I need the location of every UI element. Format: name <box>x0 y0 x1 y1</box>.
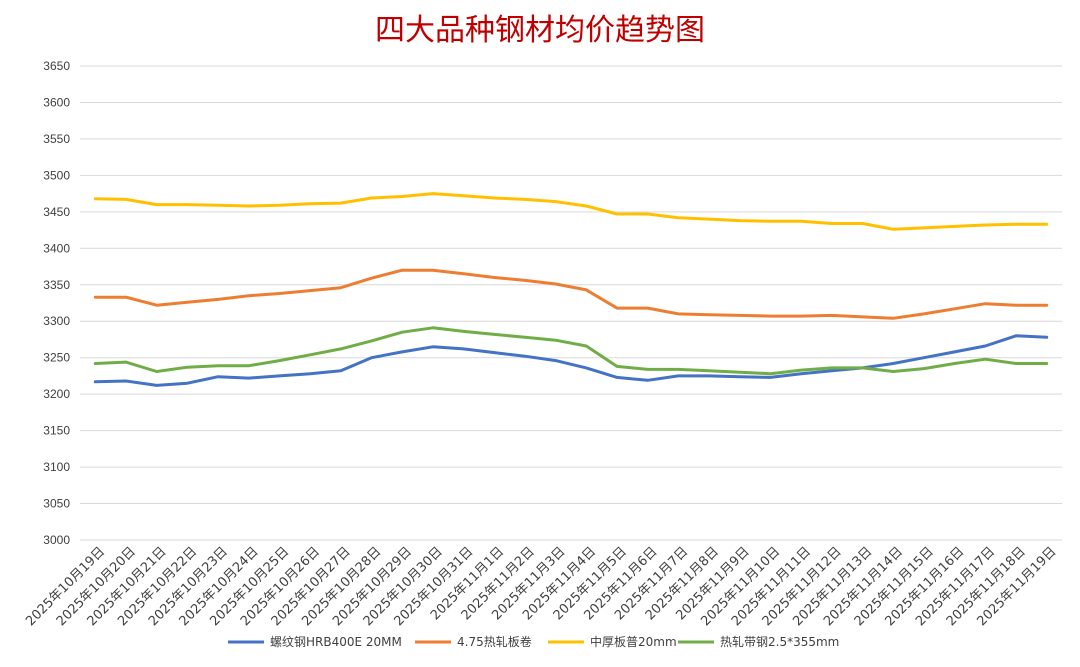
series-line-1 <box>93 334 1049 387</box>
y-tick-label: 3200 <box>43 387 70 401</box>
legend-label: 螺纹钢HRB400E 20MM <box>270 635 402 649</box>
series-line-3 <box>93 192 1049 231</box>
y-tick-label: 3000 <box>43 533 70 547</box>
x-axis-ticks: 2025年10月19日2025年10月20日2025年10月21日2025年10… <box>23 544 1059 629</box>
y-tick-label: 3250 <box>43 351 70 365</box>
series-line-2 <box>93 268 1049 320</box>
y-tick-label: 3100 <box>43 460 70 474</box>
y-tick-label: 3150 <box>43 424 70 438</box>
grid-lines <box>80 65 1062 541</box>
y-tick-label: 3300 <box>43 314 70 328</box>
y-tick-label: 3600 <box>43 95 70 109</box>
series-line-4 <box>93 326 1049 376</box>
y-tick-label: 3400 <box>43 241 70 255</box>
legend-label: 热轧带钢2.5*355mm <box>720 635 839 649</box>
y-tick-label: 3550 <box>43 132 70 146</box>
legend-label: 中厚板普20mm <box>590 634 677 649</box>
y-tick-label: 3050 <box>43 497 70 511</box>
y-tick-label: 3450 <box>43 205 70 219</box>
chart-title: 四大品种钢材均价趋势图 <box>375 13 705 48</box>
series-lines <box>93 192 1049 387</box>
legend-label: 4.75热轧板卷 <box>457 634 532 649</box>
y-tick-label: 3650 <box>43 59 70 73</box>
y-tick-label: 3500 <box>43 168 70 182</box>
y-axis-ticks: 3000 3050 3100 3150 3200 3250 3300 3350 3400 3450… <box>43 59 70 547</box>
legend: 螺纹钢HRB400E 20MM 4.75热轧板卷 中厚板普20mm 热轧带钢2.5*3… <box>228 634 839 649</box>
y-tick-label: 3350 <box>43 278 70 292</box>
